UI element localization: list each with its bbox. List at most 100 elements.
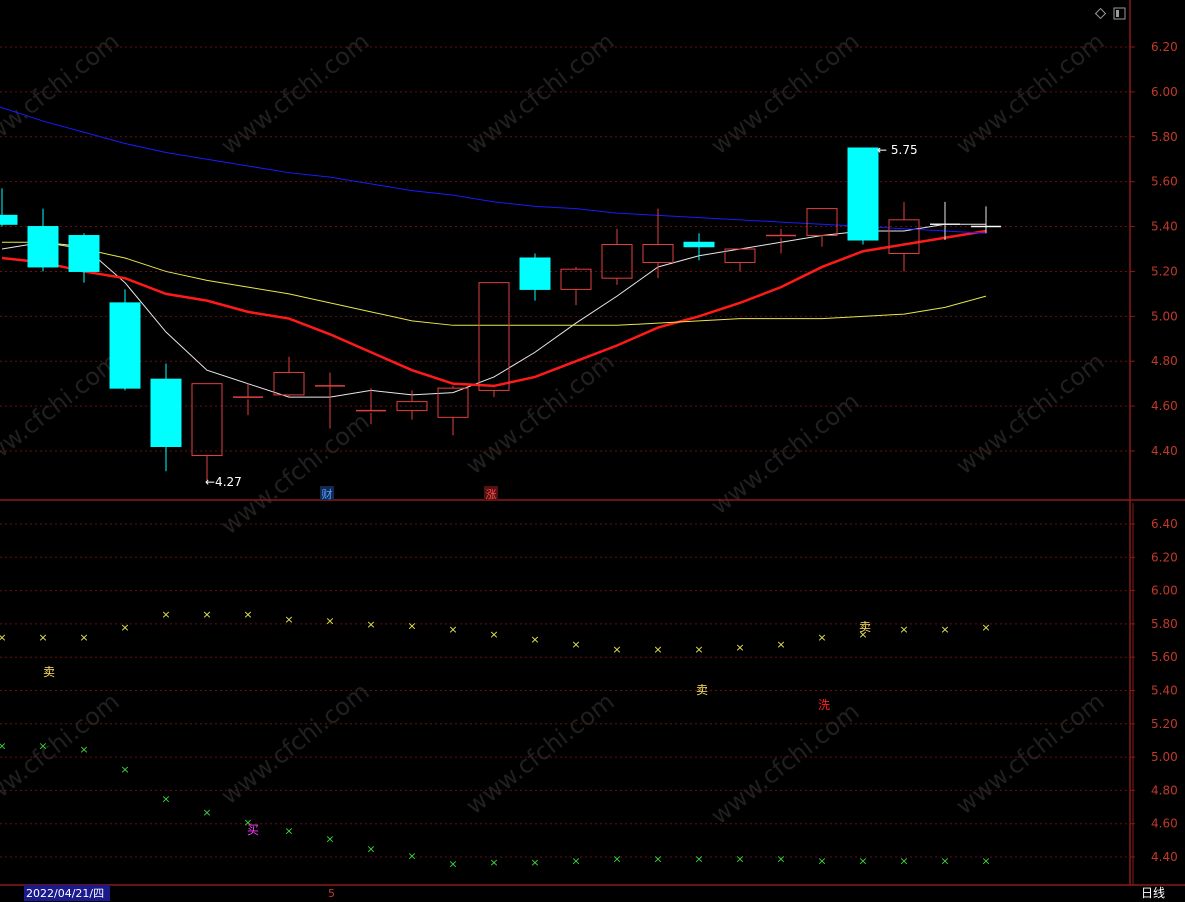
candle[interactable] (560, 266, 592, 306)
indicator-axis-tick-label: 6.00 (1151, 584, 1178, 598)
main-axis-tick-label: 5.80 (1151, 130, 1178, 144)
candle-body (519, 257, 551, 290)
candle-body (560, 268, 592, 290)
lower-band-marker: × (366, 843, 375, 856)
indicator-axis-tick-label: 4.60 (1151, 817, 1178, 831)
lower-band-marker: × (202, 806, 211, 819)
candle-body (806, 208, 838, 237)
lower-band-marker: × (489, 856, 498, 869)
candle-body (396, 401, 428, 412)
upper-band-marker: × (653, 643, 662, 656)
upper-band-marker: × (612, 643, 621, 656)
candle[interactable] (478, 282, 510, 398)
upper-band-marker: × (899, 623, 908, 636)
grid-layer: 6.20 6.00 5.80 5.60 5.40 5.20 5.00 4.80 4.60 4.40… (0, 40, 1178, 864)
candle[interactable] (766, 228, 796, 254)
candle[interactable] (724, 248, 756, 272)
candle[interactable] (930, 201, 960, 241)
candle[interactable] (437, 385, 469, 436)
candle[interactable] (233, 383, 263, 416)
candle[interactable] (971, 206, 1001, 234)
timeframe-label[interactable]: 日线 (1141, 886, 1165, 900)
lower-band-marker: × (0, 739, 7, 752)
candle-body (847, 147, 879, 241)
lower-band-marker: × (899, 854, 908, 867)
indicator-axis-tick-label: 5.80 (1151, 617, 1178, 631)
lower-band-marker: × (858, 854, 867, 867)
lower-band-marker: × (407, 849, 416, 862)
candle-body (683, 241, 715, 248)
watermark-text: www.cfchi.com (0, 687, 125, 820)
lower-band-marker: × (940, 854, 949, 867)
lower-band-marker: × (817, 854, 826, 867)
lower-band-marker: × (79, 743, 88, 756)
watermark-text: www.cfchi.com (951, 687, 1110, 820)
watermark-text: www.cfchi.com (706, 697, 865, 830)
candle-body (27, 226, 59, 268)
lower-band-marker: × (735, 853, 744, 866)
signal-sell: 卖 (696, 683, 708, 697)
badge-zhang-bg (484, 486, 498, 500)
candle[interactable] (150, 363, 182, 472)
signal-sell: 卖 (859, 620, 871, 634)
indicator-axis-tick-label: 5.00 (1151, 750, 1178, 764)
indicator-axis-tick-label: 5.20 (1151, 717, 1178, 731)
main-price-panel[interactable]: ← 5.75 ←4.27 财 涨 (0, 107, 1001, 501)
upper-band-marker: × (325, 615, 334, 628)
ma-mid-line (1, 229, 987, 388)
candle[interactable] (806, 208, 838, 247)
lower-band-marker: × (448, 858, 457, 871)
candle[interactable] (396, 390, 428, 420)
upper-band-marker: × (735, 641, 744, 654)
badge-cai-bg (320, 486, 334, 500)
candle[interactable] (356, 388, 386, 425)
lower-band-marker: × (38, 739, 47, 752)
indicator-axis-tick-label: 5.40 (1151, 684, 1178, 698)
candle-body (642, 244, 674, 263)
signal-sell: 卖 (43, 665, 55, 679)
indicator-axis-tick-label: 4.80 (1151, 783, 1178, 797)
candle-body (68, 235, 100, 272)
ma-fast-line (1, 223, 986, 398)
high-price-label: ← 5.75 (877, 143, 918, 157)
candle[interactable] (68, 233, 100, 283)
upper-band-marker: × (817, 631, 826, 644)
main-axis-tick-label: 6.00 (1151, 85, 1178, 99)
upper-band-marker: × (120, 621, 129, 634)
candle[interactable] (191, 383, 223, 481)
candle[interactable] (0, 188, 18, 227)
candle[interactable] (109, 289, 141, 391)
indicator-axis-tick-label: 6.40 (1151, 517, 1178, 531)
upper-band-marker: × (694, 643, 703, 656)
candle[interactable] (642, 208, 674, 279)
upper-band-marker: × (0, 631, 7, 644)
lower-band-marker: × (612, 853, 621, 866)
upper-band-marker: × (38, 631, 47, 644)
watermark-text: www.cfchi.com (951, 347, 1110, 480)
candle[interactable] (273, 356, 305, 398)
upper-band-marker: × (530, 633, 539, 646)
indicator-panel[interactable]: × × × × × × × × × × × × × × × × × × × × × × × × × × × × × × × × × × × × × × × ×… (0, 608, 991, 871)
candle[interactable] (315, 372, 345, 429)
candle-body (273, 371, 305, 396)
candle[interactable] (601, 228, 633, 285)
diamond-icon[interactable] (1094, 7, 1107, 20)
candle[interactable] (683, 233, 715, 261)
indicator-axis-tick-label: 6.20 (1151, 550, 1178, 564)
watermark-text: www.cfchi.com (0, 347, 125, 480)
candle[interactable] (519, 253, 551, 301)
upper-band-marker: × (366, 618, 375, 631)
upper-band-marker: × (489, 628, 498, 641)
panel-toggle-icon[interactable] (1113, 7, 1126, 20)
upper-band-marker: × (776, 638, 785, 651)
candle[interactable] (888, 201, 920, 272)
lower-band-marker: × (243, 816, 252, 829)
upper-band-marker: × (981, 621, 990, 634)
upper-band-marker: × (161, 608, 170, 621)
candle-body (109, 302, 141, 389)
upper-band-marker: × (571, 638, 580, 651)
candle[interactable] (847, 147, 879, 245)
watermark-text: www.cfchi.com (216, 407, 375, 540)
indicator-axis-tick-label: 5.60 (1151, 650, 1178, 664)
candle[interactable] (27, 208, 59, 272)
